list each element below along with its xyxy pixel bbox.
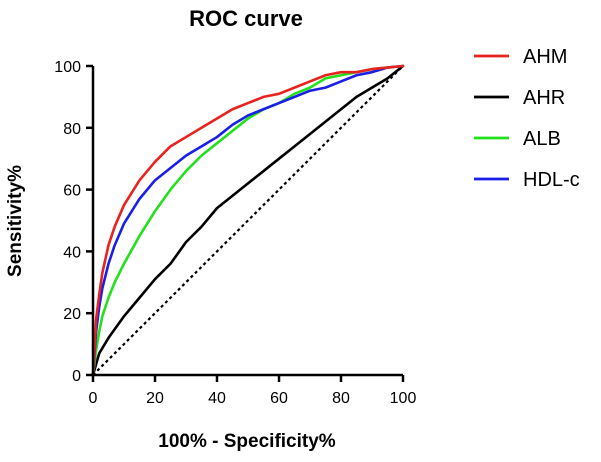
y-tick-label: 60 (63, 183, 81, 200)
x-tick-label: 0 (89, 390, 98, 407)
axes: 0 20 40 60 80 100 0 20 40 60 80 100 (54, 59, 416, 407)
y-tick-label: 80 (63, 121, 81, 138)
x-tick-label: 80 (332, 390, 350, 407)
y-tick-label: 20 (63, 306, 81, 323)
series-line-ahr (91, 64, 405, 377)
x-tick-label: 100 (390, 390, 417, 407)
legend: AHM AHR ALB HDL-c (474, 46, 580, 191)
legend-label-hdl-c: HDL-c (523, 169, 580, 191)
x-tick-label: 40 (208, 390, 226, 407)
legend-label-ahr: AHR (523, 87, 565, 109)
plot-area (91, 64, 405, 377)
reference-diagonal-line (92, 65, 404, 376)
x-tick-label: 60 (270, 390, 288, 407)
legend-label-alb: ALB (523, 128, 561, 150)
series-line-hdl-c (91, 64, 405, 377)
legend-label-ahm: AHM (523, 46, 567, 68)
y-tick-label: 100 (54, 59, 81, 76)
series-line-alb (91, 64, 405, 377)
chart-title: ROC curve (189, 6, 303, 31)
y-axis-label: Sensitivity% (5, 165, 26, 277)
x-axis-label: 100% - Specificity% (158, 431, 336, 452)
y-tick-label: 0 (72, 368, 81, 385)
y-tick-label: 40 (63, 244, 81, 261)
series-line-ahm (91, 64, 405, 377)
x-tick-label: 20 (146, 390, 164, 407)
